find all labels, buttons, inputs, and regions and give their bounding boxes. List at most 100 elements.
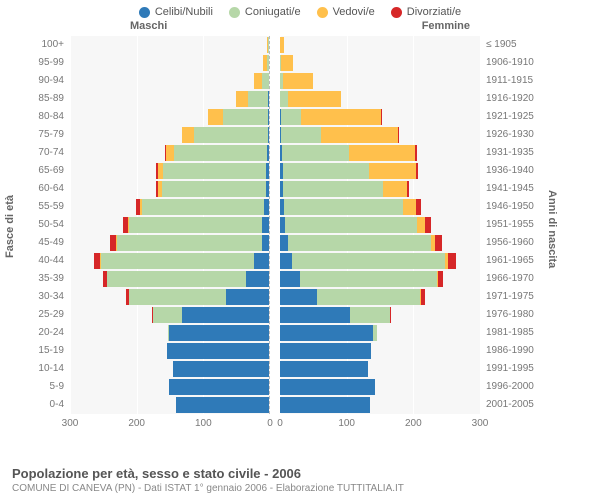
- bar-segment[interactable]: [167, 343, 269, 359]
- bar-segment[interactable]: [129, 289, 226, 305]
- bar-segment[interactable]: [268, 91, 269, 107]
- bar-segment[interactable]: [236, 91, 248, 107]
- bar-segment[interactable]: [128, 217, 129, 233]
- bar-segment[interactable]: [123, 217, 128, 233]
- legend-item[interactable]: Celibi/Nubili: [139, 6, 213, 18]
- bar-segment[interactable]: [280, 343, 371, 359]
- bar-segment[interactable]: [438, 271, 443, 287]
- bar-segment[interactable]: [280, 361, 368, 377]
- bar-segment[interactable]: [152, 307, 153, 323]
- bar-segment[interactable]: [373, 325, 377, 341]
- bar-segment[interactable]: [246, 271, 269, 287]
- bar-segment[interactable]: [267, 55, 269, 71]
- bar-segment[interactable]: [136, 199, 140, 215]
- bar-segment[interactable]: [156, 181, 158, 197]
- bar-segment[interactable]: [280, 397, 370, 413]
- bar-segment[interactable]: [223, 109, 268, 125]
- bar-segment[interactable]: [116, 235, 117, 251]
- legend-item[interactable]: Vedovi/e: [317, 6, 375, 18]
- bar-segment[interactable]: [208, 109, 223, 125]
- bar-segment[interactable]: [280, 253, 292, 269]
- bar-segment[interactable]: [285, 217, 417, 233]
- bar-segment[interactable]: [403, 199, 416, 215]
- bar-segment[interactable]: [321, 127, 398, 143]
- bar-segment[interactable]: [266, 163, 269, 179]
- bar-segment[interactable]: [262, 73, 269, 89]
- bar-segment[interactable]: [168, 325, 169, 341]
- bar-segment[interactable]: [283, 163, 370, 179]
- bar-segment[interactable]: [158, 181, 162, 197]
- bar-segment[interactable]: [415, 145, 416, 161]
- bar-segment[interactable]: [163, 163, 266, 179]
- bar-segment[interactable]: [288, 235, 431, 251]
- bar-segment[interactable]: [266, 181, 269, 197]
- bar-segment[interactable]: [182, 307, 269, 323]
- bar-segment[interactable]: [248, 91, 268, 107]
- bar-segment[interactable]: [129, 217, 262, 233]
- bar-segment[interactable]: [280, 379, 375, 395]
- bar-segment[interactable]: [282, 145, 349, 161]
- legend-item[interactable]: Coniugati/e: [229, 6, 301, 18]
- bar-segment[interactable]: [416, 199, 421, 215]
- bar-segment[interactable]: [421, 289, 425, 305]
- bar-segment[interactable]: [267, 37, 268, 53]
- bar-segment[interactable]: [152, 307, 182, 323]
- bar-segment[interactable]: [292, 253, 445, 269]
- bar-segment[interactable]: [165, 145, 166, 161]
- bar-segment[interactable]: [283, 181, 383, 197]
- bar-segment[interactable]: [281, 127, 321, 143]
- legend-item[interactable]: Divorziati/e: [391, 6, 461, 18]
- bar-segment[interactable]: [416, 163, 418, 179]
- bar-segment[interactable]: [173, 361, 269, 377]
- bar-segment[interactable]: [381, 109, 382, 125]
- bar-segment[interactable]: [281, 109, 301, 125]
- bar-segment[interactable]: [169, 379, 269, 395]
- bar-segment[interactable]: [226, 289, 269, 305]
- bar-segment[interactable]: [417, 217, 425, 233]
- bar-segment[interactable]: [107, 271, 246, 287]
- bar-segment[interactable]: [262, 235, 269, 251]
- bar-segment[interactable]: [407, 181, 410, 197]
- bar-segment[interactable]: [280, 91, 288, 107]
- bar-segment[interactable]: [100, 253, 101, 269]
- bar-segment[interactable]: [383, 181, 406, 197]
- bar-segment[interactable]: [140, 199, 143, 215]
- bar-segment[interactable]: [176, 397, 269, 413]
- bar-segment[interactable]: [268, 37, 269, 53]
- bar-segment[interactable]: [300, 271, 437, 287]
- bar-segment[interactable]: [166, 145, 174, 161]
- bar-segment[interactable]: [262, 217, 269, 233]
- bar-segment[interactable]: [264, 199, 269, 215]
- bar-segment[interactable]: [280, 271, 300, 287]
- bar-segment[interactable]: [103, 271, 107, 287]
- bar-segment[interactable]: [254, 73, 262, 89]
- bar-segment[interactable]: [280, 289, 317, 305]
- bar-segment[interactable]: [117, 235, 262, 251]
- bar-segment[interactable]: [425, 217, 431, 233]
- bar-segment[interactable]: [194, 127, 267, 143]
- bar-segment[interactable]: [267, 145, 269, 161]
- bar-segment[interactable]: [110, 235, 115, 251]
- bar-segment[interactable]: [101, 253, 254, 269]
- bar-segment[interactable]: [448, 253, 456, 269]
- bar-segment[interactable]: [182, 127, 194, 143]
- bar-segment[interactable]: [281, 55, 293, 71]
- bar-segment[interactable]: [280, 325, 373, 341]
- bar-segment[interactable]: [390, 307, 391, 323]
- bar-segment[interactable]: [268, 109, 269, 125]
- bar-segment[interactable]: [317, 289, 420, 305]
- bar-segment[interactable]: [398, 127, 399, 143]
- bar-segment[interactable]: [94, 253, 101, 269]
- bar-segment[interactable]: [280, 37, 284, 53]
- bar-segment[interactable]: [126, 289, 129, 305]
- bar-segment[interactable]: [158, 163, 163, 179]
- bar-segment[interactable]: [280, 307, 350, 323]
- bar-segment[interactable]: [162, 181, 265, 197]
- bar-segment[interactable]: [283, 73, 313, 89]
- bar-segment[interactable]: [284, 199, 403, 215]
- bar-segment[interactable]: [254, 253, 269, 269]
- bar-segment[interactable]: [288, 91, 341, 107]
- bar-segment[interactable]: [169, 325, 269, 341]
- bar-segment[interactable]: [174, 145, 267, 161]
- bar-segment[interactable]: [301, 109, 381, 125]
